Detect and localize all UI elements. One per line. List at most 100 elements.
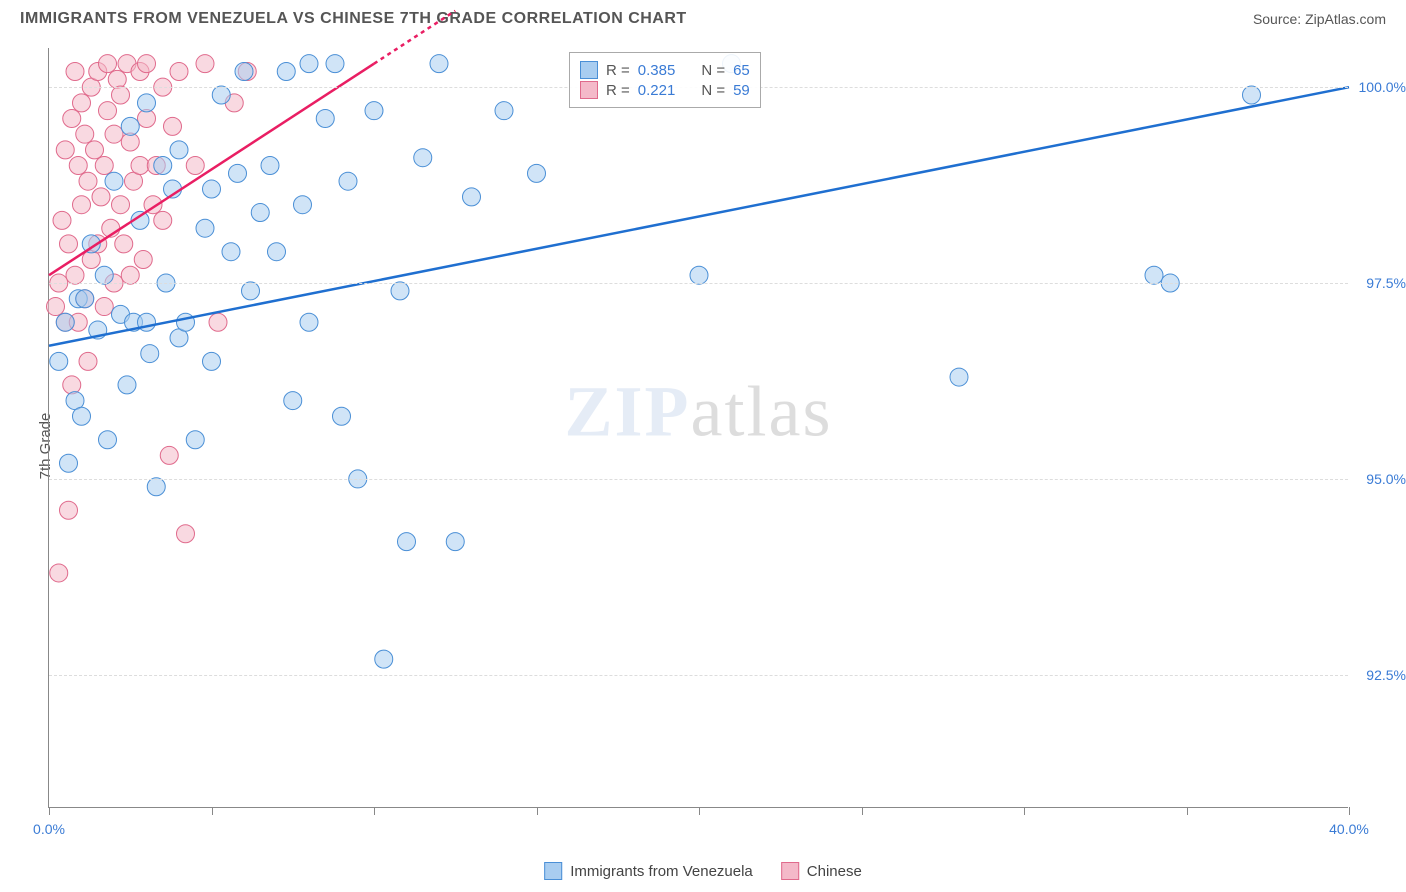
data-point [1145,266,1163,284]
data-point [56,313,74,331]
data-point [268,243,286,261]
stats-legend-row: R =0.221N =59 [580,81,750,99]
x-tick-label: 40.0% [1329,821,1369,837]
data-point [141,345,159,363]
n-value: 65 [733,62,750,79]
data-point [170,63,188,81]
legend-swatch-chinese [781,862,799,880]
x-tick [1349,807,1350,815]
data-point [66,266,84,284]
x-tick [212,807,213,815]
data-point [365,102,383,120]
bottom-legend: Immigrants from Venezuela Chinese [544,862,862,880]
stats-legend-row: R =0.385N =65 [580,61,750,79]
data-point [121,266,139,284]
data-point [66,63,84,81]
x-tick [49,807,50,815]
x-tick [374,807,375,815]
x-tick [537,807,538,815]
data-point [398,533,416,551]
data-point [79,352,97,370]
data-point [277,63,295,81]
r-label: R = [606,82,630,99]
data-point [53,211,71,229]
y-tick-label: 92.5% [1366,667,1406,683]
data-point [99,55,117,73]
data-point [95,298,113,316]
data-point [203,180,221,198]
data-point [235,63,253,81]
x-tick [699,807,700,815]
data-point [118,376,136,394]
data-point [229,164,247,182]
data-point [326,55,344,73]
data-point [73,407,91,425]
data-point [196,55,214,73]
data-point [212,86,230,104]
data-point [203,352,221,370]
legend-label-venezuela: Immigrants from Venezuela [570,863,753,880]
data-point [186,157,204,175]
data-point [99,102,117,120]
source-attribution: Source: ZipAtlas.com [1253,11,1386,27]
x-tick [1024,807,1025,815]
data-point [430,55,448,73]
data-point [154,211,172,229]
x-tick-label: 0.0% [33,821,65,837]
data-point [164,117,182,135]
data-point [60,501,78,519]
data-point [60,235,78,253]
x-tick [1187,807,1188,815]
data-point [294,196,312,214]
stats-swatch [580,81,598,99]
data-point [339,172,357,190]
data-point [60,454,78,472]
data-point [108,70,126,88]
data-point [121,117,139,135]
data-point [95,157,113,175]
legend-swatch-venezuela [544,862,562,880]
data-point [131,157,149,175]
scatter-svg [49,48,1348,807]
r-value: 0.385 [638,62,676,79]
data-point [170,141,188,159]
legend-label-chinese: Chinese [807,863,862,880]
legend-item-chinese: Chinese [781,862,862,880]
data-point [196,219,214,237]
data-point [56,141,74,159]
data-point [495,102,513,120]
data-point [160,446,178,464]
r-value: 0.221 [638,82,676,99]
data-point [222,243,240,261]
data-point [105,125,123,143]
data-point [138,55,156,73]
data-point [446,533,464,551]
data-point [251,204,269,222]
data-point [333,407,351,425]
data-point [47,298,65,316]
data-point [73,94,91,112]
n-label: N = [701,82,725,99]
data-point [92,188,110,206]
data-point [261,157,279,175]
data-point [50,564,68,582]
data-point [105,172,123,190]
data-point [300,55,318,73]
y-tick-label: 97.5% [1366,275,1406,291]
data-point [316,110,334,128]
data-point [95,266,113,284]
data-point [242,282,260,300]
data-point [1243,86,1261,104]
y-tick-label: 95.0% [1366,471,1406,487]
data-point [50,352,68,370]
data-point [209,313,227,331]
data-point [147,478,165,496]
data-point [63,376,81,394]
data-point [950,368,968,386]
data-point [134,251,152,269]
gridline-h [49,479,1348,480]
data-point [690,266,708,284]
legend-item-venezuela: Immigrants from Venezuela [544,862,753,880]
data-point [99,431,117,449]
data-point [391,282,409,300]
